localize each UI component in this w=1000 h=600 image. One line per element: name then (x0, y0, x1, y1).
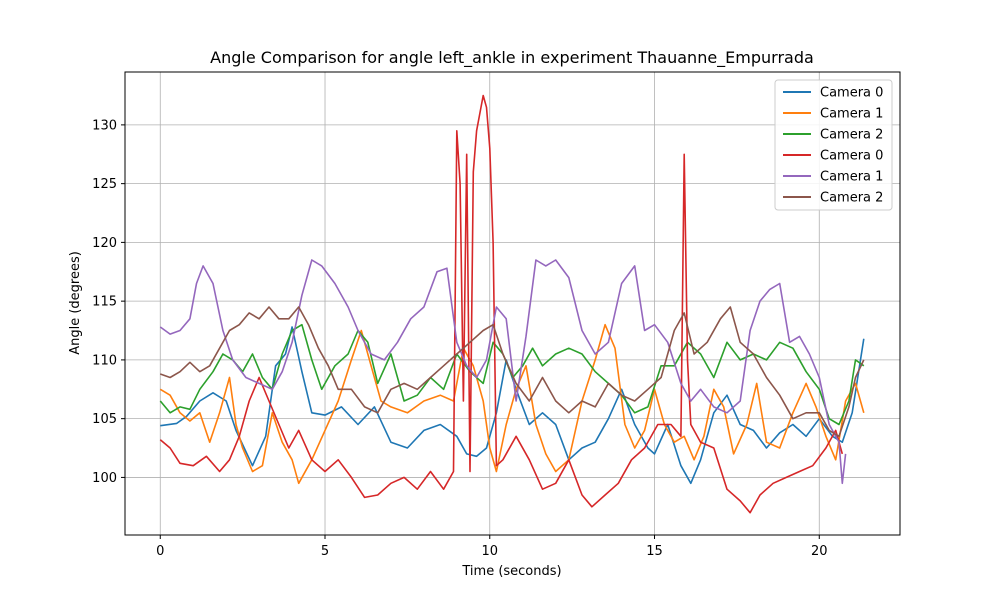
series-line-5 (160, 306, 865, 438)
series-line-3 (159, 94, 844, 514)
x-tick-label: 0 (156, 544, 164, 559)
x-tick-label: 5 (321, 544, 329, 559)
series-line-4 (159, 259, 847, 485)
x-axis-ticks: 0 5 10 15 20 (156, 535, 828, 559)
legend-entry-3: Camera 0 (820, 149, 883, 164)
x-tick-label: 15 (646, 544, 663, 559)
y-axis-ticks: 100 105 110 115 120 125 130 (92, 118, 125, 486)
legend-entry-2: Camera 2 (820, 128, 883, 143)
axes-frame (124, 71, 901, 536)
legend-entry-0: Camera 0 (820, 86, 883, 101)
plot-area (159, 94, 865, 514)
legend-entry-4: Camera 1 (820, 170, 883, 185)
y-tick-label: 125 (92, 177, 117, 192)
legend-entry-1: Camera 1 (820, 107, 883, 122)
series-line-2 (159, 323, 865, 426)
legend: Camera 0 Camera 1 Camera 2 Camera 0 Camera 1… (774, 79, 893, 211)
y-tick-label: 100 (92, 471, 117, 486)
chart-title: Angle Comparison for angle left_ankle in… (210, 48, 814, 68)
x-axis-label: Time (seconds) (461, 564, 561, 579)
y-tick-label: 120 (92, 236, 117, 251)
y-tick-label: 110 (92, 353, 117, 368)
y-tick-label: 115 (92, 295, 117, 310)
legend-entry-5: Camera 2 (820, 191, 883, 206)
y-tick-label: 105 (92, 412, 117, 427)
y-tick-label: 130 (92, 118, 117, 133)
x-tick-label: 10 (481, 544, 498, 559)
series-line-1 (159, 323, 865, 485)
x-tick-label: 20 (811, 544, 828, 559)
y-axis-label: Angle (degrees) (68, 251, 83, 355)
